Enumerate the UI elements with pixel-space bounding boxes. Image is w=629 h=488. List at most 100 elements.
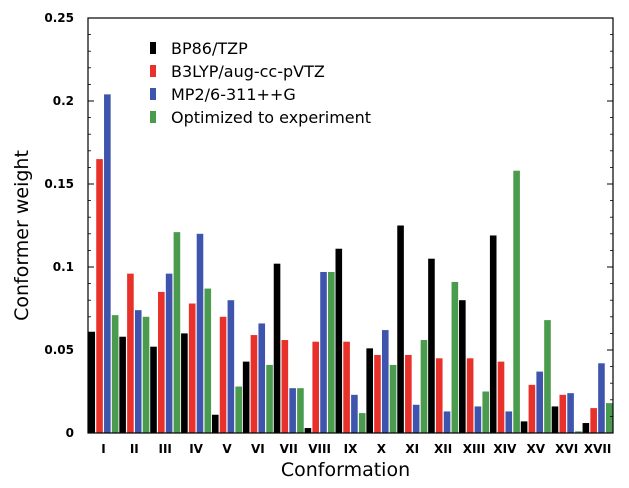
bar-2-ix <box>343 341 350 433</box>
bar-2-xii <box>435 358 443 433</box>
bar-2-i <box>96 159 103 433</box>
bar-4-viii <box>328 271 335 433</box>
bar-4-x <box>389 364 397 433</box>
legend-swatch-3 <box>150 88 156 100</box>
bar-4-vii <box>297 388 304 433</box>
bar-1-iv <box>181 333 188 433</box>
bar-3-xvi <box>567 393 574 433</box>
bar-4-xiv <box>513 170 520 433</box>
bar-1-v <box>211 414 219 433</box>
x-axis-title: Conformation <box>281 459 410 481</box>
bars-layer <box>88 94 613 434</box>
legend-label-3: MP2/6-311++G <box>171 85 296 104</box>
bar-1-ix <box>335 248 343 433</box>
bar-3-xii <box>443 411 451 433</box>
bar-2-xvi <box>559 394 567 433</box>
bar-3-v <box>227 300 235 433</box>
bar-1-xvii <box>582 423 590 433</box>
bar-2-v <box>219 316 227 433</box>
bar-2-iii <box>158 291 165 433</box>
x-axis: I II III IV V VI VII VIII IX X XI XII XIII XIV XV XVI XV… <box>101 442 611 456</box>
bar-2-x <box>374 354 381 433</box>
y-tick-label: 0.2 <box>53 94 74 108</box>
bar-1-xiii <box>459 300 466 433</box>
bar-3-xv <box>536 371 543 433</box>
legend-label-2: B3LYP/aug-cc-pVTZ <box>171 62 325 81</box>
x-tick-label-xi: XI <box>405 442 419 456</box>
y-axis-title: Conformer weight <box>11 150 33 321</box>
legend-label-4: Optimized to experiment <box>171 108 371 127</box>
x-tick-label-viii: VIII <box>308 442 331 456</box>
x-tick-label-iv: IV <box>189 442 203 456</box>
bar-4-i <box>111 315 119 433</box>
x-tick-label-v: V <box>222 442 232 456</box>
x-tick-label-ix: IX <box>344 442 358 456</box>
x-tick-label-ii: II <box>130 442 139 456</box>
x-tick-label-i: I <box>101 442 105 456</box>
bar-2-vi <box>250 335 258 433</box>
bar-4-xiii <box>482 391 490 433</box>
x-tick-label-xiii: XIII <box>463 442 486 456</box>
bar-3-vii <box>289 388 296 433</box>
bar-3-i <box>104 94 111 434</box>
bar-3-xiii <box>474 406 482 433</box>
x-tick-label-xv: XV <box>527 442 546 456</box>
bar-4-ii <box>142 316 150 433</box>
y-tick-label: 0.15 <box>44 177 74 191</box>
bar-2-ii <box>127 273 134 433</box>
bar-1-xvi <box>551 406 559 433</box>
x-tick-label-x: X <box>377 442 387 456</box>
bar-4-xii <box>451 281 459 433</box>
y-tick-label: 0.05 <box>44 343 74 357</box>
plot-frame <box>87 17 614 434</box>
bar-3-xvii <box>598 363 605 433</box>
bar-1-xii <box>428 258 435 433</box>
bar-2-xiii <box>466 358 474 433</box>
bar-4-ix <box>358 413 366 433</box>
bar-4-iii <box>173 232 181 433</box>
legend-swatch-2 <box>150 65 156 77</box>
bar-3-viii <box>320 271 327 433</box>
bar-4-xvi <box>575 431 582 433</box>
bar-4-v <box>235 386 242 433</box>
y-axis: 0 0.05 0.1 0.15 0.2 0.25 <box>44 11 613 440</box>
bar-4-xi <box>420 340 428 433</box>
bar-3-xiv <box>505 411 513 433</box>
x-tick-label-vii: VII <box>280 442 298 456</box>
bar-2-xiv <box>497 361 505 433</box>
x-tick-label-iii: III <box>159 442 172 456</box>
x-tick-label-xvi: XVI <box>555 442 578 456</box>
bar-1-vi <box>242 361 250 433</box>
bar-4-vi <box>266 364 273 433</box>
bar-1-viii <box>304 428 312 433</box>
y-tick-label: 0 <box>66 426 74 440</box>
bar-3-iii <box>165 273 173 433</box>
bar-4-xvii <box>605 403 613 433</box>
bar-4-iv <box>204 288 212 433</box>
y-tick-label: 0.25 <box>44 11 74 25</box>
x-tick-label-xii: XII <box>434 442 452 456</box>
bar-1-vii <box>273 263 281 433</box>
bar-1-xi <box>397 225 404 433</box>
y-tick-label: 0.1 <box>53 260 74 274</box>
x-tick-label-vi: VI <box>251 442 265 456</box>
bar-1-i <box>88 331 96 433</box>
legend-swatch-1 <box>150 42 156 54</box>
bar-3-ii <box>134 310 142 433</box>
bar-3-x <box>381 330 389 433</box>
bar-3-xi <box>412 404 420 433</box>
bar-1-iii <box>150 346 157 433</box>
bar-3-ix <box>351 394 358 433</box>
bar-2-vii <box>281 340 289 433</box>
x-tick-label-xvii: XVII <box>584 442 611 456</box>
bar-2-xvii <box>590 408 597 433</box>
bar-2-viii <box>312 341 320 433</box>
legend: BP86/TZP B3LYP/aug-cc-pVTZ MP2/6-311++G Opt… <box>150 39 371 127</box>
bar-1-xv <box>520 421 528 433</box>
legend-label-1: BP86/TZP <box>171 39 248 58</box>
bar-2-xi <box>405 354 412 433</box>
x-tick-label-xiv: XIV <box>493 442 517 456</box>
bar-4-xv <box>544 320 551 433</box>
bar-3-iv <box>196 233 204 433</box>
